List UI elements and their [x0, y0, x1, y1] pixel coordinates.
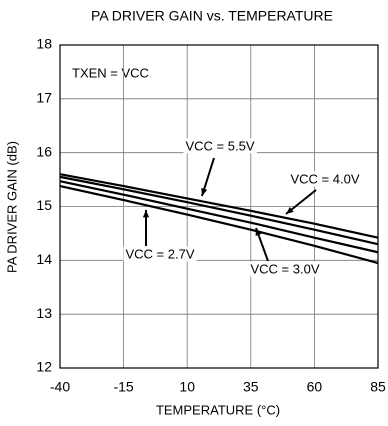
- label-background: [288, 171, 362, 187]
- x-tick-label: -40: [50, 379, 70, 395]
- arrow-head: [142, 210, 150, 218]
- x-tick-label: 10: [179, 379, 195, 395]
- y-tick-label: 12: [36, 359, 52, 375]
- chart-title: PA DRIVER GAIN vs. TEMPERATURE: [91, 8, 333, 24]
- x-tick-label: 60: [307, 379, 323, 395]
- y-axis-label: PA DRIVER GAIN (dB): [4, 141, 19, 273]
- series-line: [59, 184, 379, 265]
- series-line: [59, 173, 379, 239]
- arrow-head: [255, 228, 262, 236]
- y-tick-label: 18: [36, 36, 52, 52]
- x-tick-label: -15: [113, 379, 133, 395]
- series-label: VCC = 3.0V: [250, 261, 319, 276]
- series-label: VCC = 5.5V: [185, 138, 254, 153]
- x-tick-label: 35: [243, 379, 259, 395]
- arrow-head: [286, 206, 294, 214]
- label-background: [248, 261, 322, 277]
- series-line: [59, 175, 379, 246]
- y-tick-label: 13: [36, 305, 52, 321]
- label-background: [183, 138, 257, 154]
- series-label: VCC = 2.7V: [125, 246, 194, 261]
- arrow-head: [201, 188, 208, 196]
- x-axis-label: TEMPERATURE (°C): [156, 402, 280, 417]
- x-tick-label: 85: [370, 379, 386, 395]
- series-label: VCC = 4.0V: [290, 171, 359, 186]
- y-tick-label: 17: [36, 90, 52, 106]
- plot-frame: [59, 44, 379, 369]
- series-line: [59, 180, 379, 254]
- y-tick-label: 16: [36, 143, 52, 159]
- y-tick-label: 14: [36, 251, 52, 267]
- annotation: TXEN = VCC: [72, 65, 149, 80]
- y-tick-label: 15: [36, 197, 52, 213]
- label-background: [123, 246, 197, 262]
